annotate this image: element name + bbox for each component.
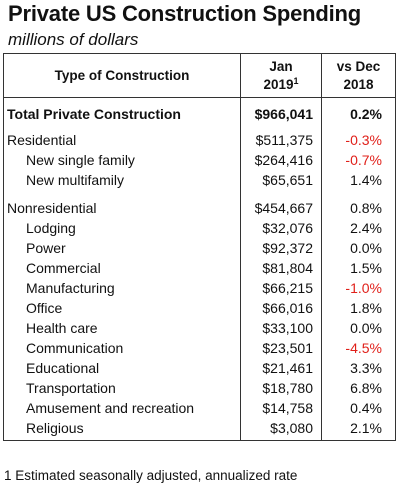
footnote: 1 Estimated seasonally adjusted, annuali… bbox=[4, 468, 298, 483]
row-value: $92,372 bbox=[240, 238, 322, 258]
spacer-cell bbox=[240, 190, 322, 198]
row-change: 2.4% bbox=[321, 218, 396, 238]
spacer-cell bbox=[3, 190, 241, 198]
row-value: $66,016 bbox=[240, 298, 322, 318]
row-change: 0.0% bbox=[321, 318, 396, 338]
row-label: Amusement and recreation bbox=[3, 398, 241, 418]
table-body: Total Private Construction $966,041 0.2%… bbox=[3, 97, 396, 441]
header-jan-2019: Jan 20191 bbox=[240, 53, 322, 98]
row-change: 0.8% bbox=[321, 198, 396, 218]
table-row: Commercial $81,804 1.5% bbox=[3, 258, 396, 278]
table-row: Amusement and recreation $14,758 0.4% bbox=[3, 398, 396, 418]
table-row: Communication $23,501 -4.5% bbox=[3, 338, 396, 358]
row-label: Nonresidential bbox=[3, 198, 241, 218]
total-value: $966,041 bbox=[240, 97, 322, 130]
row-change: -0.7% bbox=[321, 150, 396, 170]
table-row-total: Total Private Construction $966,041 0.2% bbox=[3, 97, 396, 130]
row-label: Lodging bbox=[3, 218, 241, 238]
group-spacer bbox=[3, 190, 396, 198]
row-value: $511,375 bbox=[240, 130, 322, 150]
row-value: $454,667 bbox=[240, 198, 322, 218]
total-change: 0.2% bbox=[321, 97, 396, 130]
total-label: Total Private Construction bbox=[3, 97, 241, 130]
row-change: 1.5% bbox=[321, 258, 396, 278]
row-label: Manufacturing bbox=[3, 278, 241, 298]
row-label: Health care bbox=[3, 318, 241, 338]
row-value: $23,501 bbox=[240, 338, 322, 358]
page-subtitle: millions of dollars bbox=[8, 30, 139, 49]
row-change: -4.5% bbox=[321, 338, 396, 358]
row-label: Office bbox=[3, 298, 241, 318]
row-change: 3.3% bbox=[321, 358, 396, 378]
table-header-row: Type of Construction Jan 20191 vs Dec 20… bbox=[3, 53, 396, 98]
row-label: Religious bbox=[3, 418, 241, 441]
header-jan-line2: 2019 bbox=[263, 76, 294, 92]
header-vs-dec-2018: vs Dec 2018 bbox=[321, 53, 396, 98]
table-row: Lodging $32,076 2.4% bbox=[3, 218, 396, 238]
row-label: Commercial bbox=[3, 258, 241, 278]
header-vs-line2: 2018 bbox=[343, 76, 374, 92]
row-value: $66,215 bbox=[240, 278, 322, 298]
row-value: $3,080 bbox=[240, 418, 322, 441]
row-value: $18,780 bbox=[240, 378, 322, 398]
row-label: Residential bbox=[3, 130, 241, 150]
row-value: $33,100 bbox=[240, 318, 322, 338]
row-label: Transportation bbox=[3, 378, 241, 398]
row-value: $32,076 bbox=[240, 218, 322, 238]
table-row: Transportation $18,780 6.8% bbox=[3, 378, 396, 398]
table-row: Health care $33,100 0.0% bbox=[3, 318, 396, 338]
header-jan-line1: Jan bbox=[269, 58, 293, 74]
row-change: 2.1% bbox=[321, 418, 396, 441]
header-vs-line1: vs Dec bbox=[336, 58, 381, 74]
table-row: New multifamily $65,651 1.4% bbox=[3, 170, 396, 190]
row-change: -0.3% bbox=[321, 130, 396, 150]
row-value: $65,651 bbox=[240, 170, 322, 190]
row-value: $81,804 bbox=[240, 258, 322, 278]
table-row: Manufacturing $66,215 -1.0% bbox=[3, 278, 396, 298]
spending-table: Type of Construction Jan 20191 vs Dec 20… bbox=[3, 53, 396, 441]
row-change: -1.0% bbox=[321, 278, 396, 298]
table-row: Office $66,016 1.8% bbox=[3, 298, 396, 318]
row-value: $21,461 bbox=[240, 358, 322, 378]
table-row: New single family $264,416 -0.7% bbox=[3, 150, 396, 170]
row-label: Power bbox=[3, 238, 241, 258]
row-value: $264,416 bbox=[240, 150, 322, 170]
row-change: 0.4% bbox=[321, 398, 396, 418]
row-value: $14,758 bbox=[240, 398, 322, 418]
row-label: Educational bbox=[3, 358, 241, 378]
table-row: Residential $511,375 -0.3% bbox=[3, 130, 396, 150]
table-row: Nonresidential $454,667 0.8% bbox=[3, 198, 396, 218]
table-row: Religious $3,080 2.1% bbox=[3, 418, 396, 441]
page-title: Private US Construction Spending bbox=[8, 1, 361, 26]
table-row: Power $92,372 0.0% bbox=[3, 238, 396, 258]
spacer-cell bbox=[321, 190, 396, 198]
footnote-marker: 1 bbox=[293, 75, 299, 86]
row-label: Communication bbox=[3, 338, 241, 358]
row-label: New multifamily bbox=[3, 170, 241, 190]
row-change: 1.8% bbox=[321, 298, 396, 318]
row-change: 6.8% bbox=[321, 378, 396, 398]
row-label: New single family bbox=[3, 150, 241, 170]
table-row: Educational $21,461 3.3% bbox=[3, 358, 396, 378]
row-change: 0.0% bbox=[321, 238, 396, 258]
header-type: Type of Construction bbox=[3, 53, 241, 98]
row-change: 1.4% bbox=[321, 170, 396, 190]
